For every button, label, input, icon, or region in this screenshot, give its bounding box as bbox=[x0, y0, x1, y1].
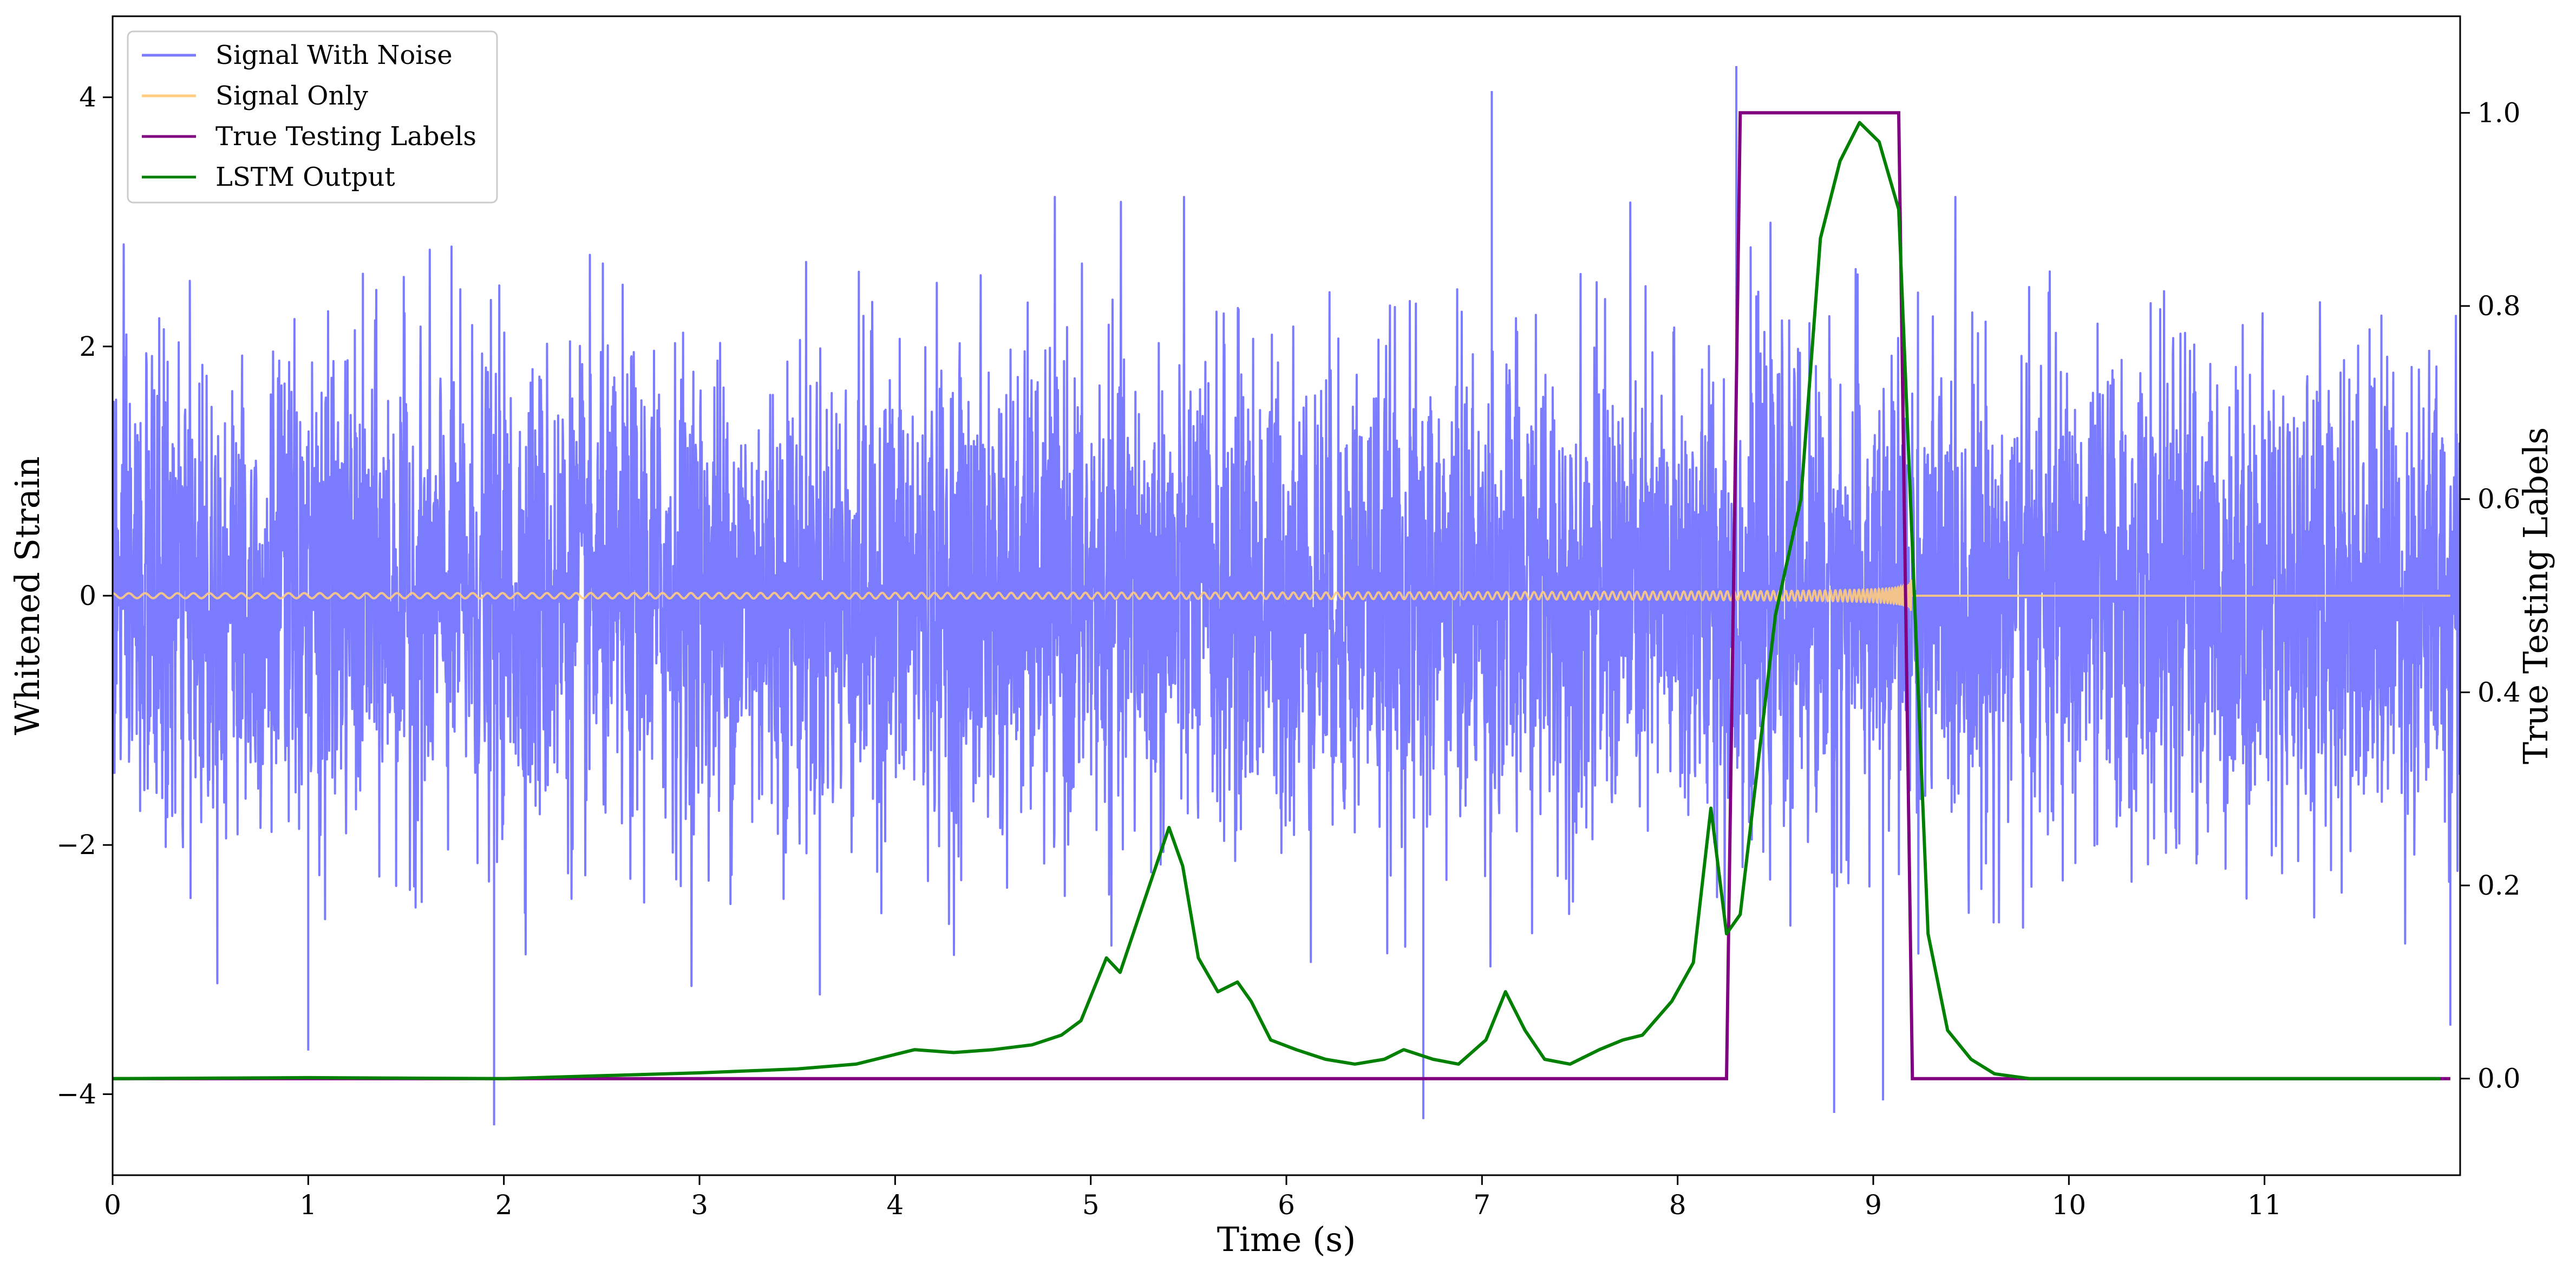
x-tick-label: 5 bbox=[1082, 1189, 1100, 1221]
signal-only-line bbox=[113, 579, 2450, 611]
x-tick-label: 9 bbox=[1865, 1189, 1882, 1221]
y-tick-label: 4 bbox=[79, 82, 96, 113]
left-y-axis-label: Whitened Strain bbox=[8, 457, 47, 735]
x-tick-label: 4 bbox=[886, 1189, 904, 1221]
right-y-axis-ticks: 0.0 0.2 0.4 0.6 0.8 1.0 bbox=[2460, 97, 2521, 1094]
y2-tick-label: 1.0 bbox=[2477, 97, 2521, 128]
x-tick-label: 8 bbox=[1669, 1189, 1686, 1221]
signal-with-noise-layer bbox=[113, 66, 2460, 1125]
legend: Signal With Noise Signal Only True Testi… bbox=[127, 30, 498, 204]
y2-tick-label: 0.4 bbox=[2477, 676, 2521, 708]
x-tick-label: 10 bbox=[2052, 1189, 2087, 1221]
x-axis-ticks: 0 1 2 3 4 5 6 7 8 9 10 11 bbox=[104, 1175, 2281, 1221]
y-tick-label: −4 bbox=[56, 1078, 96, 1110]
legend-box bbox=[127, 30, 498, 204]
y-tick-label: 2 bbox=[79, 331, 96, 362]
y-tick-label: −2 bbox=[56, 829, 96, 861]
true-testing-labels-layer bbox=[113, 111, 2450, 1080]
x-tick-label: 1 bbox=[299, 1189, 317, 1221]
y-tick-label: 0 bbox=[79, 580, 96, 611]
x-axis-label: Time (s) bbox=[1217, 1220, 1356, 1259]
legend-label-true-testing-labels: True Testing Labels bbox=[215, 121, 476, 152]
x-tick-label: 6 bbox=[1278, 1189, 1295, 1221]
legend-label-signal-with-noise: Signal With Noise bbox=[215, 40, 453, 70]
true-testing-labels-line bbox=[113, 111, 2450, 1080]
x-tick-label: 2 bbox=[495, 1189, 513, 1221]
signal-only-layer bbox=[113, 579, 2450, 611]
lstm-output-layer bbox=[113, 121, 2441, 1080]
right-y-axis-label: True Testing Labels bbox=[2516, 427, 2555, 765]
legend-label-signal-only: Signal Only bbox=[215, 81, 368, 111]
legend-label-lstm-output: LSTM Output bbox=[215, 162, 395, 192]
y2-tick-label: 0.2 bbox=[2477, 870, 2521, 901]
x-tick-label: 3 bbox=[691, 1189, 708, 1221]
y2-tick-label: 0.8 bbox=[2477, 290, 2521, 322]
y2-tick-label: 0.6 bbox=[2477, 484, 2521, 515]
x-tick-label: 7 bbox=[1473, 1189, 1490, 1221]
lstm-output-line bbox=[113, 121, 2441, 1080]
x-tick-label: 0 bbox=[104, 1189, 121, 1221]
left-y-axis-ticks: −4 −2 0 2 4 bbox=[56, 82, 113, 1110]
x-tick-label: 11 bbox=[2247, 1189, 2282, 1221]
y2-tick-label: 0.0 bbox=[2477, 1063, 2521, 1094]
signal-with-noise-line bbox=[113, 196, 2460, 996]
